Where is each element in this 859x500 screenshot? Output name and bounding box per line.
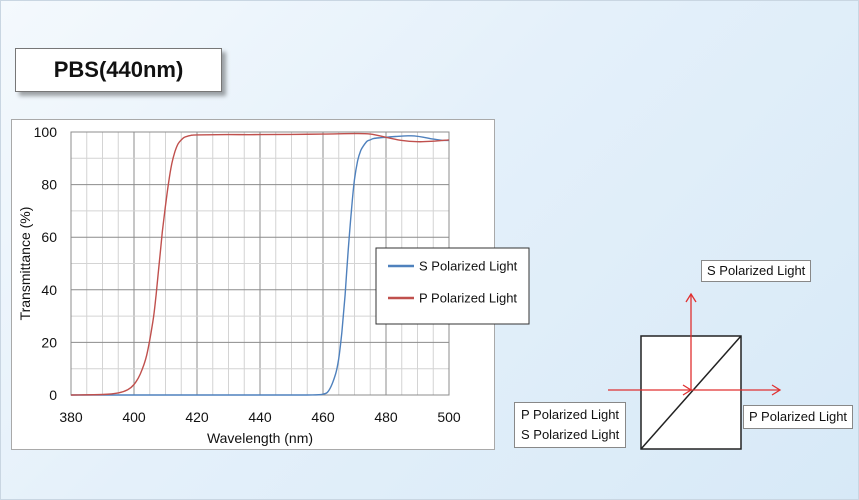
legend: S Polarized Light P Polarized Light bbox=[375, 247, 530, 325]
label-input-beam: P Polarized Light S Polarized Light bbox=[514, 402, 627, 448]
label-transmitted-p: P Polarized Light bbox=[743, 405, 854, 429]
label-reflected-s: S Polarized Light bbox=[701, 260, 812, 282]
label-input-p: P Polarized Light bbox=[521, 407, 620, 422]
pbs-diagram bbox=[608, 292, 782, 450]
y-axis-title: Transmittance (%) bbox=[17, 207, 33, 321]
x-tick-label: 400 bbox=[122, 409, 146, 425]
legend-label-p: P Polarized Light bbox=[419, 291, 517, 306]
y-tick-label: 40 bbox=[41, 282, 57, 298]
x-tick-label: 420 bbox=[185, 409, 209, 425]
series-layer bbox=[70, 132, 450, 396]
x-tick-label: 460 bbox=[311, 409, 335, 425]
beam-splitter-diagonal bbox=[640, 335, 742, 450]
x-tick-label: 480 bbox=[374, 409, 398, 425]
tick-labels: 380 400 420 440 460 480 500 0 20 40 60 80 100 bbox=[34, 124, 461, 425]
series-line-p-polarized bbox=[70, 132, 450, 396]
legend-box bbox=[375, 247, 530, 325]
y-tick-label: 0 bbox=[49, 387, 57, 403]
x-tick-label: 440 bbox=[248, 409, 272, 425]
series-line-s-polarized bbox=[70, 135, 450, 396]
x-tick-label: 380 bbox=[59, 409, 83, 425]
y-tick-label: 80 bbox=[41, 177, 57, 193]
label-input-s: S Polarized Light bbox=[521, 427, 620, 442]
legend-label-s: S Polarized Light bbox=[419, 259, 518, 274]
y-tick-label: 60 bbox=[41, 229, 57, 245]
transmitted-beam-arrow bbox=[771, 384, 782, 396]
reflected-beam-arrow bbox=[685, 292, 697, 303]
page-title: PBS(440nm) bbox=[15, 48, 222, 92]
x-tick-label: 500 bbox=[437, 409, 461, 425]
y-tick-label: 20 bbox=[41, 334, 57, 350]
x-axis-title: Wavelength (nm) bbox=[207, 430, 313, 446]
y-tick-label: 100 bbox=[34, 124, 58, 140]
